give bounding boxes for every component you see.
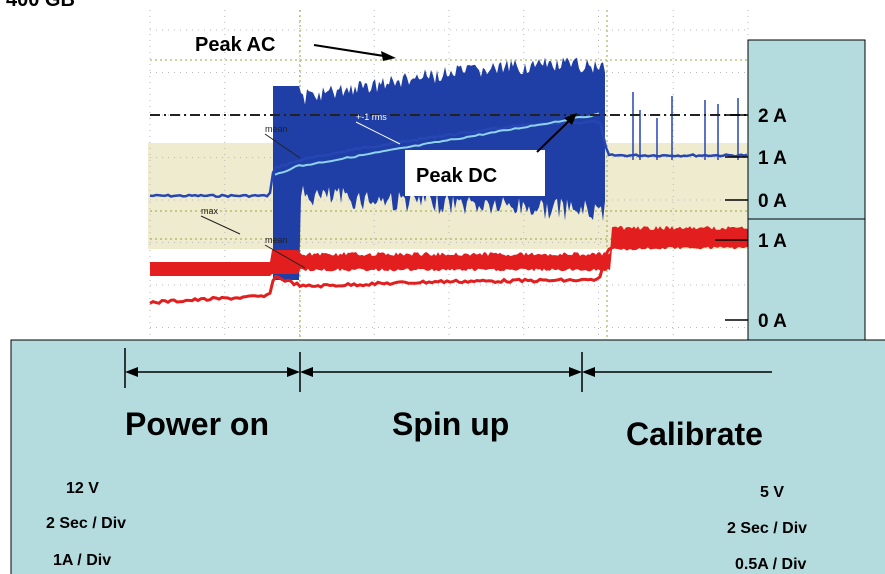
- capture-title: 400 GB: [6, 0, 75, 11]
- scale-12v: 2 A 1 A 0 A: [725, 106, 787, 212]
- peak-dc-box: [405, 150, 545, 196]
- scale-label-0a-top: 0 A: [758, 191, 787, 212]
- setting-12v-voltage: 12 V: [66, 480, 99, 497]
- scale-label-1a-top: 1 A: [758, 148, 787, 169]
- calibrate-arrow-left: [582, 367, 595, 377]
- marker-mean-bottom: mean: [265, 235, 288, 245]
- trace-12v-dc-line: [274, 112, 600, 176]
- scale-label-0a-bottom: 0 A: [758, 311, 787, 332]
- phase-timeline: [124, 348, 772, 392]
- setting-12v-timebase: 2 Sec / Div: [46, 515, 126, 532]
- peak-ac-arrow-line: [313, 44, 385, 57]
- spin-up-arrow-right: [569, 367, 582, 377]
- marker-max: max: [201, 206, 219, 216]
- marker-mean-top: mean: [265, 124, 288, 134]
- marker-max-leader: [200, 215, 241, 235]
- peak-dc-arrow-line: [536, 119, 571, 153]
- setting-5v-scale: 0.5A / Div: [735, 556, 807, 573]
- marker-mean-bottom-leader: [264, 244, 306, 269]
- scale-panel: [747, 39, 866, 341]
- peak-ac-label: Peak AC: [195, 34, 275, 56]
- marker-mean-top-leader: [264, 133, 301, 159]
- scale-5v: 1 A 0 A: [715, 231, 787, 332]
- trace-5v-envelope: [150, 226, 748, 276]
- peak-ac-arrowhead: [381, 51, 396, 61]
- peak-dc-label: Peak DC: [416, 165, 497, 187]
- phase-panel: [10, 339, 885, 574]
- setting-5v-timebase: 2 Sec / Div: [727, 520, 807, 537]
- phase-spin-up: Spin up: [392, 406, 509, 442]
- trace-12v-line: [149, 119, 748, 199]
- phase-power-on: Power on: [125, 406, 269, 442]
- power-on-arrow-right: [287, 367, 300, 377]
- marker-rms: +-1 rms: [356, 112, 387, 122]
- marker-rms-leader: [355, 121, 401, 145]
- trace-12v-calibrate-spikes: [632, 92, 739, 160]
- power-on-arrow-left: [125, 367, 138, 377]
- spin-up-arrow-left: [300, 367, 313, 377]
- setting-12v-scale: 1A / Div: [53, 552, 111, 569]
- setting-5v-voltage: 5 V: [760, 484, 784, 501]
- scale-label-1a-bottom: 1 A: [758, 231, 787, 252]
- scale-label-2a: 2 A: [758, 106, 787, 127]
- trace-5v-line: [149, 240, 748, 305]
- phase-calibrate: Calibrate: [626, 416, 763, 452]
- peak-dc-arrowhead: [564, 113, 577, 125]
